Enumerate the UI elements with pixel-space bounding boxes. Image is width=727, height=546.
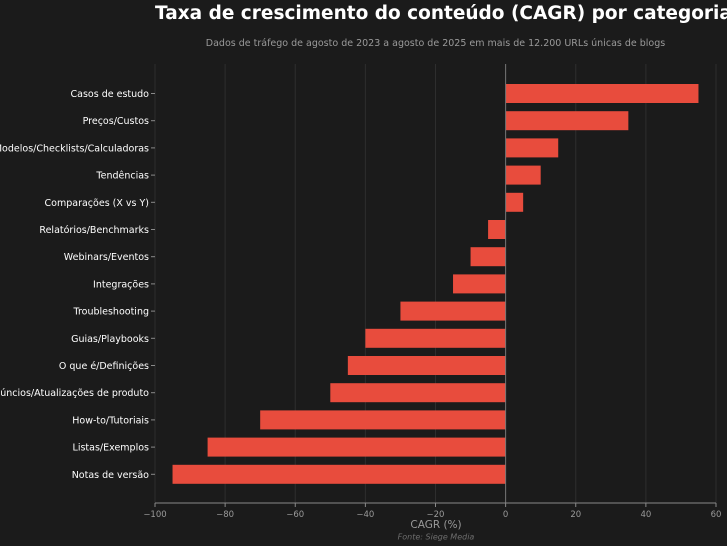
- bar: [488, 220, 506, 239]
- x-tick-label: 20: [570, 510, 581, 520]
- bar: [505, 165, 541, 185]
- bar: [453, 274, 506, 294]
- x-tick-label: −100: [143, 510, 166, 520]
- x-tick-label: 60: [711, 510, 722, 520]
- category-label: Tendências: [95, 171, 149, 182]
- chart-subtitle: Dados de tráfego de agosto de 2023 a ago…: [205, 38, 666, 49]
- category-label: How-to/Tutoriais: [72, 415, 149, 426]
- category-label: Relatórios/Benchmarks: [39, 225, 149, 236]
- bar: [260, 410, 506, 430]
- category-label: Preços/Custos: [83, 116, 149, 127]
- grid-layer: [154, 64, 717, 503]
- x-axis-label: CAGR (%): [410, 519, 461, 531]
- category-label: Webinars/Eventos: [64, 252, 149, 263]
- x-tick-label: 40: [640, 510, 651, 520]
- category-label: Troubleshooting: [73, 307, 149, 318]
- bar: [505, 111, 629, 131]
- x-tick-label: −60: [286, 510, 304, 520]
- category-label: Modelos/Checklists/Calculadoras: [0, 143, 149, 154]
- x-tick-label: 0: [503, 510, 508, 520]
- category-label: Listas/Exemplos: [73, 443, 149, 454]
- bar: [470, 247, 506, 267]
- bar: [400, 301, 506, 321]
- source-note: Fonte: Siege Media: [398, 533, 475, 542]
- bar: [365, 328, 506, 348]
- x-tick-label: −40: [356, 510, 374, 520]
- bar: [207, 437, 506, 457]
- axis-layer: Casos de estudo Preços/Custos Modelos/Chec…: [0, 64, 721, 520]
- bars-layer: [172, 84, 699, 484]
- bar: [505, 192, 524, 212]
- chart-title: Taxa de crescimento do conteúdo (CAGR) p…: [155, 3, 727, 24]
- category-label: Anúncios/Atualizações de produto: [0, 388, 149, 399]
- category-label: Comparações (X vs Y): [45, 198, 149, 209]
- bar: [330, 383, 506, 403]
- bar: [347, 356, 506, 375]
- bar: [505, 138, 559, 158]
- x-tick-label: −20: [427, 510, 445, 520]
- category-label: O que é/Definições: [59, 361, 149, 372]
- category-label: Guias/Playbooks: [71, 334, 149, 345]
- category-label: Casos de estudo: [71, 89, 150, 100]
- bar: [505, 84, 699, 103]
- category-label: Integrações: [93, 279, 149, 290]
- category-label: Notas de versão: [72, 470, 149, 481]
- x-tick-label: −80: [216, 510, 234, 520]
- bar: [172, 464, 506, 484]
